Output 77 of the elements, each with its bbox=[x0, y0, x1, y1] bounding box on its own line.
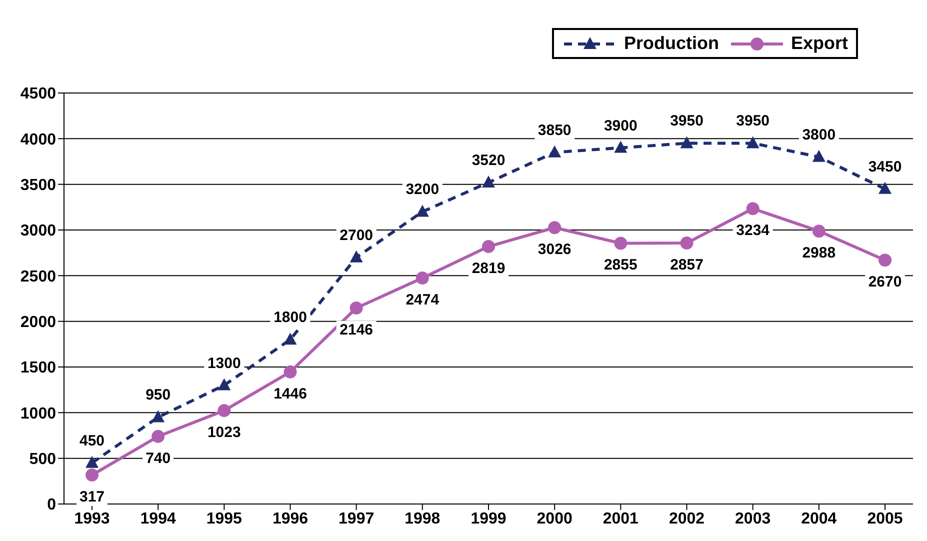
data-label: 1446 bbox=[274, 385, 307, 402]
data-label: 3450 bbox=[868, 158, 902, 176]
data-label: 3850 bbox=[538, 122, 572, 139]
data-label: 1800 bbox=[274, 309, 307, 326]
point bbox=[416, 272, 429, 285]
data-label: 2146 bbox=[340, 322, 374, 338]
data-label: 3520 bbox=[472, 152, 506, 170]
x-tick-label: 2003 bbox=[735, 510, 771, 528]
y-tick-label: 4500 bbox=[20, 86, 56, 103]
point bbox=[284, 365, 297, 378]
y-tick-label: 4000 bbox=[20, 131, 56, 148]
data-label: 2474 bbox=[406, 292, 440, 309]
y-tick-label: 1000 bbox=[20, 405, 56, 422]
data-label: 3900 bbox=[604, 117, 638, 134]
legend-label: Export bbox=[790, 33, 848, 54]
point bbox=[614, 140, 628, 153]
point bbox=[482, 176, 495, 188]
point bbox=[350, 250, 363, 262]
data-label: 3234 bbox=[736, 222, 770, 240]
y-tick-label: 0 bbox=[47, 496, 56, 514]
point bbox=[218, 404, 231, 418]
point bbox=[218, 378, 231, 390]
point bbox=[680, 136, 694, 148]
point bbox=[548, 221, 562, 234]
point bbox=[152, 410, 165, 422]
data-label: 3200 bbox=[406, 181, 440, 198]
data-label: 2855 bbox=[604, 256, 638, 274]
x-tick-label: 1995 bbox=[206, 510, 242, 528]
data-label: 1300 bbox=[207, 354, 241, 372]
point bbox=[680, 236, 694, 250]
point bbox=[878, 254, 892, 267]
x-tick-label: 2000 bbox=[536, 510, 572, 528]
data-label: 2857 bbox=[670, 256, 704, 274]
data-label: 3950 bbox=[670, 112, 704, 130]
data-label: 3800 bbox=[802, 126, 836, 144]
x-tick-label: 1993 bbox=[74, 510, 110, 528]
x-tick-label: 2005 bbox=[867, 510, 903, 528]
point bbox=[86, 468, 98, 482]
point bbox=[416, 204, 429, 217]
y-tick-label: 2000 bbox=[20, 314, 56, 332]
y-tick-label: 3000 bbox=[20, 222, 56, 240]
x-tick-label: 2001 bbox=[602, 510, 639, 528]
legend-label: Production bbox=[624, 33, 719, 54]
point bbox=[350, 302, 363, 314]
data-label: 2700 bbox=[340, 226, 374, 244]
point bbox=[86, 456, 98, 468]
point bbox=[482, 240, 495, 254]
point bbox=[812, 150, 826, 162]
x-tick-label: 1996 bbox=[272, 510, 308, 528]
point bbox=[284, 332, 297, 345]
point bbox=[614, 236, 628, 250]
y-tick-label: 1500 bbox=[20, 360, 56, 377]
x-tick-label: 1998 bbox=[404, 510, 440, 528]
data-label: 317 bbox=[79, 488, 105, 506]
point bbox=[152, 430, 165, 443]
x-tick-label: 2002 bbox=[668, 510, 705, 528]
data-label: 1023 bbox=[207, 424, 241, 442]
data-label: 3026 bbox=[538, 241, 572, 258]
y-tick-label: 500 bbox=[29, 451, 56, 468]
data-label: 950 bbox=[146, 386, 171, 404]
x-tick-label: 1994 bbox=[140, 510, 176, 528]
x-tick-label: 2004 bbox=[801, 510, 837, 528]
x-tick-label: 1999 bbox=[470, 510, 506, 528]
point bbox=[746, 136, 760, 148]
x-tick-label: 1997 bbox=[338, 510, 374, 528]
data-label: 3950 bbox=[736, 112, 770, 130]
data-label: 2819 bbox=[472, 260, 506, 278]
data-label: 450 bbox=[79, 432, 105, 450]
data-label: 740 bbox=[146, 450, 171, 467]
data-label: 2988 bbox=[802, 244, 836, 262]
y-tick-label: 2500 bbox=[20, 268, 56, 286]
point bbox=[878, 182, 892, 194]
point bbox=[746, 202, 760, 216]
point bbox=[812, 224, 826, 238]
point bbox=[548, 145, 562, 158]
y-tick-label: 3500 bbox=[20, 177, 56, 194]
data-label: 2670 bbox=[868, 274, 902, 291]
